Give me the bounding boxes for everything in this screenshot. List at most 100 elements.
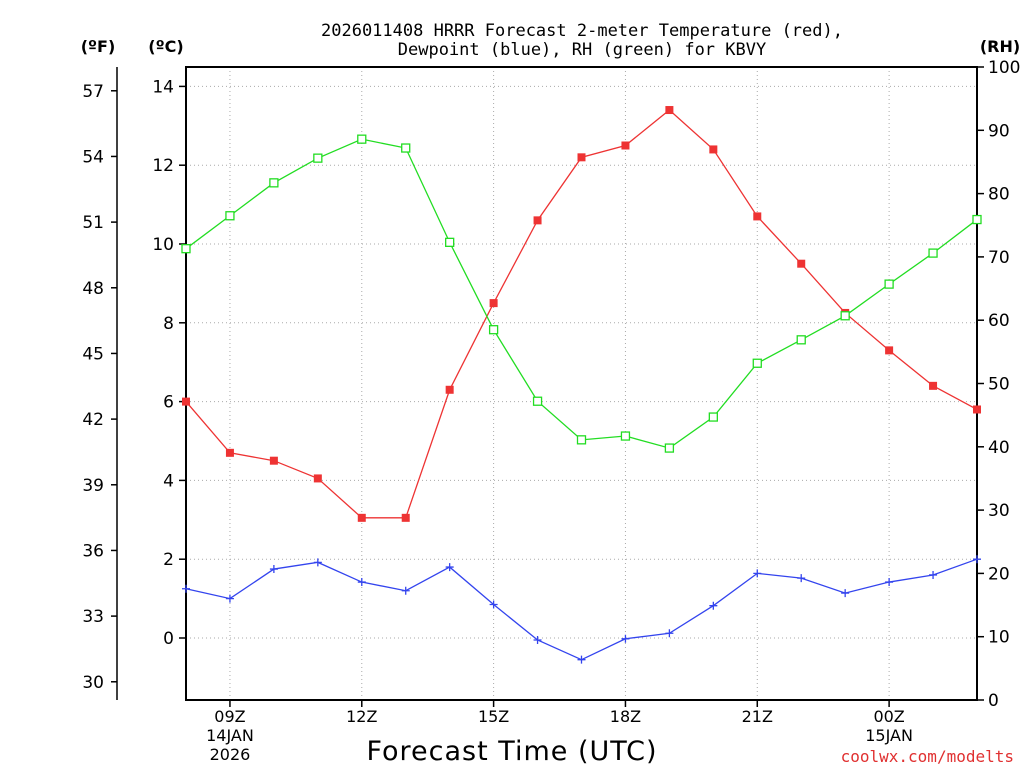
dewpoint-point [753,569,762,578]
temperature-point [753,212,762,221]
fahrenheit-tick-label: 54 [82,147,104,167]
dewpoint-point [182,584,190,593]
dewpoint-point [665,629,674,638]
x-tick-date-label: 15JAN [865,726,913,745]
fahrenheit-tick-label: 45 [82,344,104,364]
rh-tick-label: 70 [988,248,1010,268]
dewpoint-point [313,558,322,567]
rh-tick-label: 80 [988,185,1010,205]
temperature-point [533,216,542,225]
rh-point [664,443,675,453]
rh-tick-label: 90 [988,121,1010,141]
fahrenheit-tick-label: 36 [82,541,104,561]
temperature-point [709,145,718,154]
rh-point [752,358,762,368]
celsius-tick-label: 4 [163,471,174,491]
temperature-point [621,141,630,150]
x-tick-label: 21Z [742,707,773,726]
x-tick-label: 18Z [610,707,641,726]
axes: 0 2 4 6 8 10 12 14 30 33 36 39 42 45 48 51 54 57 0 10 20 30 40… [82,58,1020,764]
dewpoint-point [797,574,806,583]
fahrenheit-unit-label: (ºF) [81,37,116,56]
celsius-tick-label: 10 [152,235,174,255]
chart-title-line2: Dewpoint (blue), RH (green) for KBVY [398,40,766,60]
temperature-point [225,448,234,457]
celsius-unit-label: (ºC) [148,37,183,56]
rh-tick-label: 0 [988,691,999,711]
rh-point [708,412,718,422]
fahrenheit-tick-label: 57 [82,82,104,102]
temperature-point [797,259,806,268]
temperature-point [401,513,410,522]
rh-point [576,435,587,445]
celsius-tick-label: 2 [163,550,174,570]
rh-point [269,178,279,188]
dewpoint-point [709,601,718,610]
dewpoint-point [973,555,981,564]
dewpoint-point [885,578,894,587]
rh-point [488,325,499,335]
rh-tick-label: 100 [988,58,1020,78]
celsius-tick-label: 12 [152,156,174,176]
rh-point [401,143,411,153]
celsius-tick-label: 6 [163,393,174,413]
temperature-point [577,153,586,162]
data-series [181,106,982,664]
rh-tick-label: 10 [988,628,1010,648]
dewpoint-point [401,586,410,595]
rh-point [884,279,894,289]
rh-point [620,431,631,441]
rh-point [313,153,323,163]
rh-tick-label: 30 [988,501,1010,521]
x-tick-year-label: 2026 [210,745,251,764]
celsius-tick-label: 0 [163,629,174,649]
credit-text: coolwx.com/modelts [841,747,1014,766]
fahrenheit-tick-label: 39 [82,476,104,496]
temperature-point [489,299,498,308]
x-tick-label: 15Z [478,707,509,726]
dewpoint-point [621,634,630,643]
temperature-point [445,385,454,394]
rh-point [928,248,938,258]
rh-point [972,214,982,225]
rh-unit-label: (RH) [980,37,1020,56]
rh-point [445,237,455,247]
temperature-point [269,456,278,465]
temperature-point [665,106,674,115]
dewpoint-point [577,655,586,664]
temperature-point [182,397,190,406]
dewpoint-point [841,589,850,598]
fahrenheit-tick-label: 48 [82,279,104,299]
fahrenheit-tick-label: 30 [82,673,104,693]
x-tick-label: 09Z [214,707,245,726]
temperature-point [357,513,366,522]
temperature-point [929,381,938,390]
gridlines [186,67,977,700]
rh-point [532,396,543,406]
rh-tick-label: 40 [988,438,1010,458]
x-axis-title: Forecast Time (UTC) [366,736,657,767]
dewpoint-point [445,563,454,572]
rh-point [225,211,235,221]
temperature-point [313,474,322,483]
dewpoint-point [489,600,498,609]
fahrenheit-tick-label: 51 [82,213,104,233]
dewpoint-point [929,570,938,579]
fahrenheit-tick-label: 42 [82,410,104,430]
temperature-point [885,346,894,355]
rh-tick-label: 20 [988,564,1010,584]
dewpoint-point [225,594,234,603]
dewpoint-point [357,578,366,587]
celsius-tick-label: 8 [163,314,174,334]
rh-point [840,311,850,321]
temperature-point [973,405,981,414]
rh-point [181,244,191,254]
x-tick-label: 12Z [346,707,377,726]
rh-point [357,134,367,144]
x-tick-label: 00Z [873,707,904,726]
chart-title-line1: 2026011408 HRRR Forecast 2-meter Tempera… [321,21,843,41]
rh-point [796,335,806,345]
rh-tick-label: 50 [988,375,1010,395]
